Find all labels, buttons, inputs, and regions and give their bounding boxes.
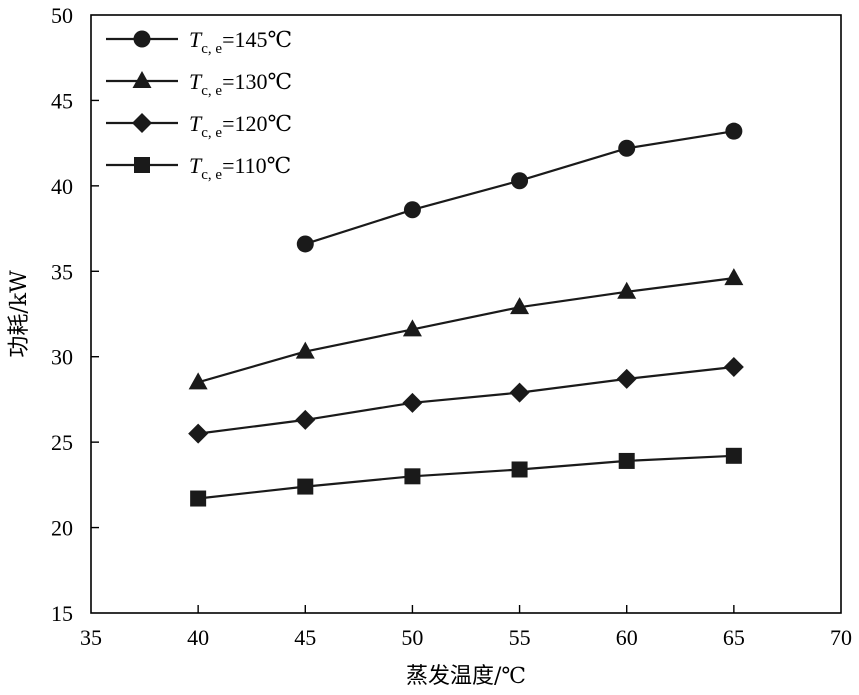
data-point-triangle bbox=[188, 372, 208, 390]
series-diamond bbox=[188, 356, 744, 444]
x-tick-label: 45 bbox=[294, 625, 316, 650]
data-point-diamond bbox=[188, 423, 209, 444]
y-tick-label: 35 bbox=[51, 259, 73, 284]
series-triangle bbox=[188, 268, 744, 390]
data-point-diamond bbox=[402, 392, 423, 413]
y-tick-label: 15 bbox=[51, 601, 73, 626]
legend: Tc, e=145℃ Tc, e=130℃ Tc, e=120℃ Tc, e=110℃ bbox=[106, 27, 292, 183]
data-point-triangle bbox=[617, 281, 637, 299]
series-line bbox=[197, 277, 735, 384]
series-square bbox=[190, 447, 742, 507]
series-line bbox=[197, 365, 735, 435]
y-tick-label: 30 bbox=[51, 345, 73, 370]
series-line bbox=[197, 454, 734, 500]
legend-item: Tc, e=145℃ bbox=[106, 27, 292, 57]
legend-label: Tc, e=120℃ bbox=[189, 111, 292, 141]
legend-label: Tc, e=110℃ bbox=[189, 153, 291, 183]
series-circle bbox=[296, 122, 743, 253]
data-point-diamond bbox=[616, 368, 637, 389]
legend-marker-square bbox=[134, 157, 150, 173]
plot-frame bbox=[90, 14, 842, 614]
data-point-circle bbox=[725, 122, 743, 140]
data-point-triangle bbox=[295, 341, 315, 359]
legend-item: Tc, e=110℃ bbox=[106, 153, 291, 183]
data-point-circle bbox=[618, 139, 636, 157]
data-point-square bbox=[725, 447, 742, 464]
y-tick-label: 40 bbox=[51, 174, 73, 199]
x-tick-label: 35 bbox=[80, 625, 102, 650]
data-point-triangle bbox=[510, 297, 530, 315]
y-axis-label: 功耗/kW bbox=[7, 270, 32, 358]
data-point-diamond bbox=[509, 382, 530, 403]
legend-label: Tc, e=130℃ bbox=[189, 69, 292, 99]
x-tick-label: 65 bbox=[723, 625, 745, 650]
data-point-square bbox=[190, 490, 207, 507]
data-point-square bbox=[297, 478, 314, 495]
axis-ticks: 35 40 45 50 55 60 65 70 15 20 25 30 35 40 45 50 bbox=[51, 3, 852, 650]
x-tick-label: 50 bbox=[401, 625, 423, 650]
legend-item: Tc, e=130℃ bbox=[106, 69, 292, 99]
legend-marker-triangle bbox=[132, 71, 152, 88]
x-tick-label: 70 bbox=[830, 625, 852, 650]
y-tick-label: 45 bbox=[51, 88, 73, 113]
data-point-circle bbox=[296, 235, 314, 253]
series-layer bbox=[188, 122, 744, 507]
legend-marker-diamond bbox=[132, 113, 152, 133]
data-point-diamond bbox=[295, 409, 316, 430]
data-point-square bbox=[618, 452, 635, 469]
x-tick-label: 60 bbox=[616, 625, 638, 650]
x-tick-label: 40 bbox=[187, 625, 209, 650]
data-point-triangle bbox=[724, 268, 744, 286]
x-axis-label: 蒸发温度/℃ bbox=[406, 664, 526, 689]
data-point-square bbox=[404, 468, 421, 485]
data-point-circle bbox=[403, 201, 421, 219]
y-tick-label: 20 bbox=[51, 516, 73, 541]
y-tick-label: 50 bbox=[51, 3, 73, 28]
legend-item: Tc, e=120℃ bbox=[106, 111, 292, 141]
legend-marker-circle bbox=[133, 30, 151, 48]
y-tick-label: 25 bbox=[51, 430, 73, 455]
data-point-triangle bbox=[402, 319, 422, 337]
data-point-square bbox=[511, 461, 528, 478]
x-tick-label: 55 bbox=[509, 625, 531, 650]
legend-label: Tc, e=145℃ bbox=[189, 27, 292, 57]
data-point-diamond bbox=[723, 356, 744, 377]
data-point-circle bbox=[511, 172, 529, 190]
